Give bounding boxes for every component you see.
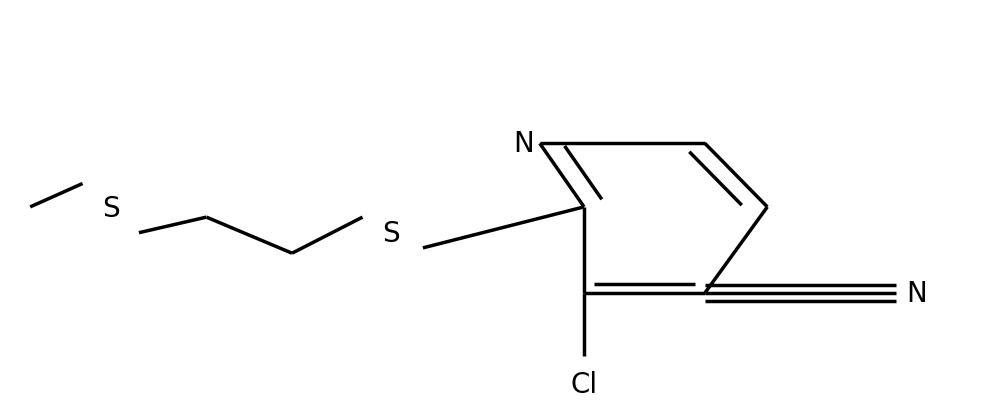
Text: S: S <box>382 219 400 247</box>
Text: S: S <box>102 195 120 222</box>
Text: N: N <box>906 279 926 307</box>
Text: Cl: Cl <box>571 371 597 398</box>
Text: N: N <box>514 130 534 158</box>
